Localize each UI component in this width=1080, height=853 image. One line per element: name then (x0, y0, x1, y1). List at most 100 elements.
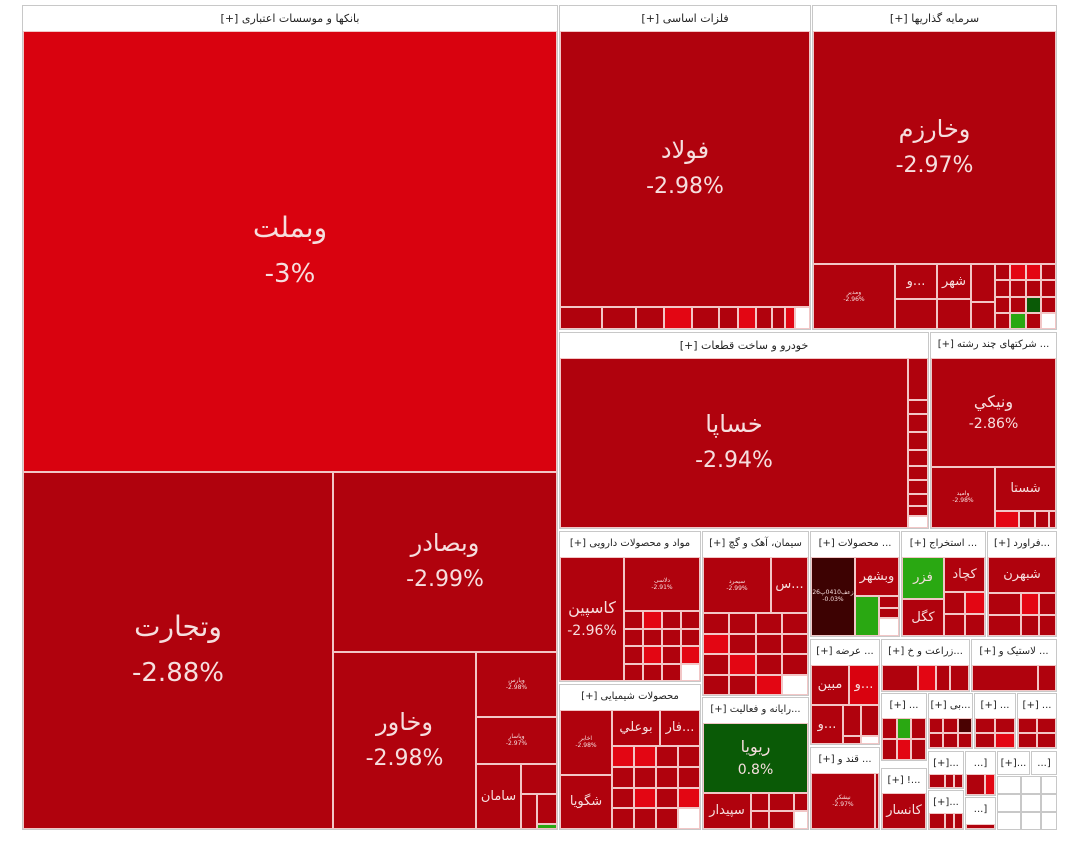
sector-title[interactable]: ...[+] (933, 757, 959, 769)
tile-small[interactable] (937, 299, 971, 329)
tile-small-green[interactable] (855, 596, 879, 636)
tile-small[interactable] (521, 794, 537, 829)
tile-group-s10[interactable] (929, 813, 963, 829)
tile-zafaran[interactable]: زعف0410پ26 -0.03% (811, 557, 855, 636)
sector-title[interactable]: [... (973, 757, 988, 769)
tile-vtejarat[interactable]: وتجارت -2.88% (23, 472, 333, 829)
sector-title[interactable]: ...رایانه و فعالیت [+] (710, 703, 801, 715)
tile-sepidar[interactable]: سپیدار (703, 793, 751, 829)
tile-vpars[interactable]: وپارس -2.98% (476, 652, 557, 717)
tile-change: -2.86% (968, 416, 1019, 432)
tile-caspian[interactable]: کاسپین -2.96% (560, 557, 624, 681)
tile-small[interactable] (521, 764, 557, 794)
tile-group-mining-small[interactable] (944, 592, 985, 636)
sector-title[interactable]: ... محصولات [+] (818, 537, 892, 549)
sector-title[interactable]: ... عرضه [+] (816, 645, 874, 657)
sector-title[interactable]: سرمایه گذاریها [+] (889, 11, 980, 25)
tile-vpasar[interactable]: وپاسار -2.97% (476, 717, 557, 764)
tile-group-s7[interactable] (966, 774, 995, 795)
tile-group-s6[interactable] (929, 774, 963, 788)
tile-group-agri-small[interactable] (882, 665, 969, 691)
tile-v-dots[interactable]: ...و (895, 264, 937, 299)
tile-group-chemical-small[interactable] (612, 746, 700, 829)
tile-v2[interactable]: ...و (849, 665, 879, 705)
tile-group-auto-small[interactable] (908, 358, 928, 528)
sector-title[interactable]: ... قند و [+] (818, 753, 872, 765)
tile-group-refinery-small[interactable] (988, 593, 1056, 636)
tile-fazar[interactable]: فزر (902, 557, 944, 599)
tile-group-pharma-small[interactable] (624, 611, 700, 681)
tile-group-s1[interactable] (882, 718, 926, 760)
tile-khsapa[interactable]: خساپا -2.94% (560, 358, 908, 528)
tile-small[interactable] (895, 299, 937, 329)
tile-group-products-small[interactable] (879, 596, 899, 636)
tile-shabharan[interactable]: شبهرن (988, 557, 1056, 593)
tile-group-cement-small[interactable] (703, 613, 808, 695)
tile-small[interactable] (537, 794, 557, 824)
sector-title[interactable]: سیمان، آهک و گچ [+] (709, 537, 802, 549)
tile-kgol[interactable]: کگل (902, 599, 944, 636)
sector-title[interactable]: ... لاستیک و [+] (979, 645, 1049, 657)
sector-title[interactable]: ...بی [+] (930, 699, 971, 711)
tile-s-dots[interactable]: ...س (771, 557, 808, 613)
tile-small[interactable] (875, 773, 879, 829)
tile-group-rubber-small[interactable] (972, 665, 1056, 691)
tile-shegooya[interactable]: شگویا (560, 775, 612, 829)
tile-booali[interactable]: بوعلي (612, 710, 660, 746)
sector-title[interactable]: ...[+] (1000, 757, 1027, 769)
sector-title[interactable]: ...! [+] (887, 774, 921, 786)
sector-title[interactable]: ... [+] (1022, 699, 1052, 711)
sector-rubber: ... لاستیک و [+] (971, 639, 1057, 692)
sector-title[interactable]: ...زراعت و خ [+] (888, 645, 963, 657)
tile-kchad[interactable]: کچاد (944, 557, 985, 592)
tile-small[interactable] (971, 264, 995, 302)
tile-small[interactable] (971, 302, 995, 329)
tile-vbmellat[interactable]: وبملت -3% (23, 31, 557, 472)
tile-vkharazm[interactable]: وخارزم -2.97% (813, 31, 1056, 264)
sector-title[interactable]: مواد و محصولات دارویی [+] (569, 537, 691, 549)
tile-vbshahr[interactable]: وبشهر (855, 557, 899, 596)
tile-rivia[interactable]: ریویا 0.8% (703, 723, 808, 793)
sector-title[interactable]: ...فراورد [+] (993, 537, 1051, 549)
tile-group-computer-small[interactable] (751, 793, 808, 829)
tile-dlasi[interactable]: دلاسی -2.91% (624, 557, 700, 611)
tile-group-s2[interactable] (929, 718, 972, 748)
sector-title[interactable]: [... (1037, 757, 1051, 769)
tile-group-supply-small[interactable] (843, 705, 879, 744)
sector-title[interactable]: [... (973, 803, 988, 815)
tile-mobin[interactable]: مبین (811, 665, 849, 705)
tile-shahr[interactable]: شهر (937, 264, 971, 299)
tile-group-s11[interactable] (966, 824, 995, 829)
tile-group-s4[interactable] (1018, 718, 1056, 748)
sector-title[interactable]: ... شرکتهای چند رشته [+] (937, 338, 1050, 350)
tile-v3[interactable]: ...و (811, 705, 843, 744)
sector-small-9: [... (1031, 751, 1057, 775)
sector-title[interactable]: ... [+] (889, 699, 919, 711)
sector-title[interactable]: بانکها و موسسات اعتباری [+] (220, 11, 360, 25)
sector-title[interactable]: ...[+] (933, 796, 959, 808)
tile-akhaber[interactable]: اخابر -2.98% (560, 710, 612, 775)
tile-nishkar[interactable]: نیشکر -2.97% (811, 773, 875, 829)
tile-group-metals-small[interactable] (560, 307, 810, 329)
tile-simord[interactable]: سیمرد -2.99% (703, 557, 771, 613)
sector-title[interactable]: ... [+] (980, 699, 1010, 711)
tile-group-invest-small[interactable] (995, 264, 1056, 329)
tile-vniki[interactable]: ونیکي -2.86% (931, 358, 1056, 467)
tile-foolad[interactable]: فولاد -2.98% (560, 31, 810, 307)
sector-title[interactable]: محصولات شیمیایی [+] (581, 690, 679, 702)
tile-group-multi-small[interactable] (995, 511, 1056, 528)
tile-kansar[interactable]: کانسار (882, 793, 926, 829)
tile-vomid[interactable]: وامید -2.98% (931, 467, 995, 528)
sector-title[interactable]: خودرو و ساخت قطعات [+] (679, 338, 809, 352)
tile-saman[interactable]: سامان (476, 764, 521, 829)
tile-change: 0.8% (737, 761, 774, 778)
sector-title[interactable]: فلزات اساسی [+] (641, 11, 729, 25)
tile-group-s3[interactable] (975, 718, 1015, 748)
tile-vkhavar[interactable]: وخاور -2.98% (333, 652, 476, 829)
sector-title[interactable]: ... استخراج [+] (909, 537, 978, 549)
tile-shasta[interactable]: شستا (995, 467, 1056, 511)
tile-vbsader[interactable]: وبصادر -2.99% (333, 472, 557, 652)
tile-far[interactable]: ...فار (660, 710, 700, 746)
tile-vmodir[interactable]: ومدیر -2.96% (813, 264, 895, 329)
tile-small-green[interactable] (537, 824, 557, 829)
